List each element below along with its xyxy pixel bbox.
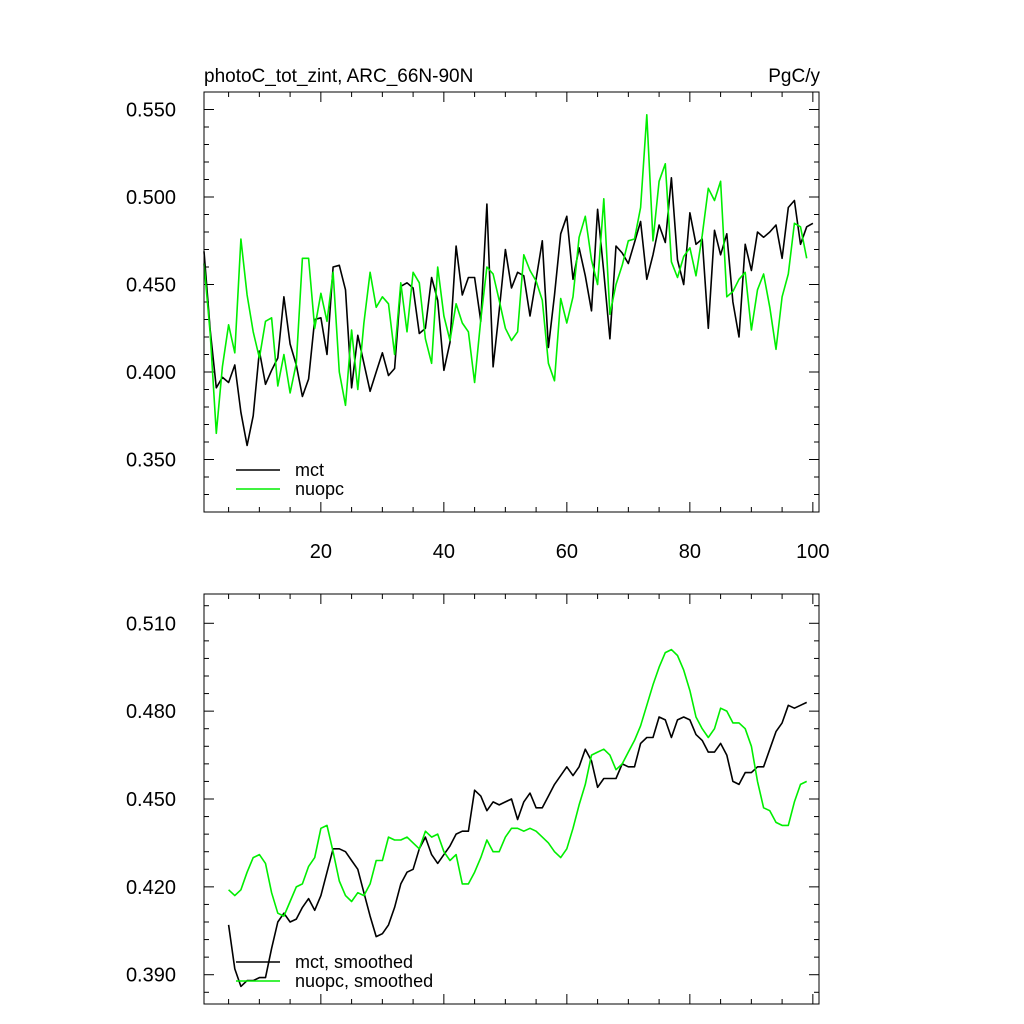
top-panel-legend: mct nuopc [236, 460, 344, 499]
x-tick-label: 100 [796, 541, 829, 563]
y-tick-label: 0.500 [126, 187, 176, 209]
x-tick-label: 80 [679, 541, 701, 563]
legend-label-nuopc: nuopc [295, 479, 344, 499]
top-panel-data-lines [203, 114, 814, 447]
series-line-nuopc-smoothed [228, 648, 808, 917]
x-tick-label: 40 [433, 541, 455, 563]
series-line-nuopc [203, 114, 808, 435]
legend-label-nuopc-smoothed: nuopc, smoothed [295, 971, 433, 991]
y-tick-label: 0.550 [126, 100, 176, 122]
x-tick-label: 20 [310, 541, 332, 563]
legend-label-mct: mct [295, 460, 324, 480]
y-tick-label: 0.400 [126, 362, 176, 384]
top-panel: photoC_tot_zint, ARC_66N-90N PgC/y 0.350… [126, 66, 830, 563]
top-panel-title: photoC_tot_zint, ARC_66N-90N [204, 66, 473, 87]
bottom-panel-axis-ticks [204, 594, 819, 1004]
top-panel-x-tick-labels: 20 40 60 80 100 [310, 541, 830, 563]
y-tick-label: 0.450 [126, 789, 176, 811]
y-tick-label: 0.480 [126, 701, 176, 723]
x-tick-label: 60 [556, 541, 578, 563]
y-tick-label: 0.420 [126, 877, 176, 899]
bottom-panel-y-tick-labels: 0.390 0.420 0.450 0.480 0.510 [126, 613, 176, 986]
top-panel-plot-frame [203, 91, 820, 513]
y-tick-label: 0.450 [126, 275, 176, 297]
series-line-mct [203, 177, 814, 447]
y-tick-label: 0.390 [126, 965, 176, 987]
bottom-panel: 0.390 0.420 0.450 0.480 0.510 mct, smoothed … [126, 593, 820, 1005]
y-tick-label: 0.510 [126, 613, 176, 635]
bottom-panel-legend: mct, smoothed nuopc, smoothed [236, 952, 433, 991]
top-panel-units: PgC/y [768, 66, 820, 87]
y-tick-label: 0.350 [126, 450, 176, 472]
bottom-panel-plot-frame [203, 593, 820, 1005]
bottom-panel-data-lines [227, 648, 808, 988]
legend-label-mct-smoothed: mct, smoothed [295, 952, 413, 972]
series-line-mct-smoothed [227, 701, 808, 988]
top-panel-y-tick-labels: 0.350 0.400 0.450 0.500 0.550 [126, 100, 176, 472]
